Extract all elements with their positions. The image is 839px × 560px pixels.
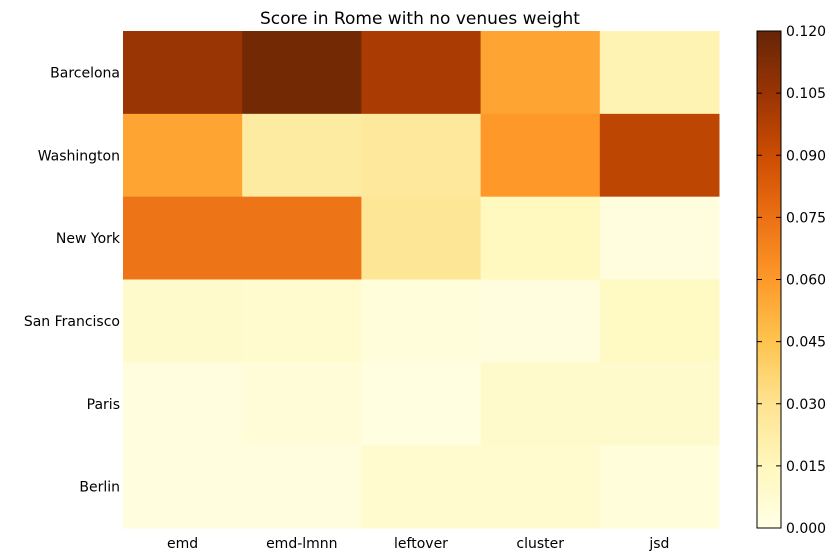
heatmap-cell-berlin-leftover <box>361 445 482 529</box>
heatmap-cell-new-york-cluster <box>480 196 601 280</box>
column-label: emd <box>167 536 198 552</box>
row-label: San Francisco <box>24 314 120 330</box>
colorbar-tick-label: 0.000 <box>786 521 826 537</box>
heatmap-cell-washington-leftover <box>361 113 482 198</box>
row-label: New York <box>56 231 121 247</box>
heatmap-cell-san-francisco-leftover <box>361 279 482 363</box>
colorbar-tick-label: 0.060 <box>786 273 826 289</box>
column-label: jsd <box>648 536 669 552</box>
heatmap-cell-new-york-jsd <box>599 196 720 280</box>
heatmap-cell-paris-leftover <box>361 362 482 446</box>
heatmap-cell-san-francisco-cluster <box>480 279 601 363</box>
heatmap-cell-san-francisco-emd <box>123 279 243 363</box>
heatmap-cell-paris-cluster <box>480 362 601 446</box>
heatmap-cell-barcelona-emd <box>123 31 243 115</box>
row-labels: Barcelona Washington New York San Francisco… <box>24 65 121 495</box>
row-label: Barcelona <box>50 65 120 81</box>
heatmap-cell-new-york-emd-lmnn <box>242 196 362 280</box>
heatmap-cell-washington-emd <box>123 113 243 198</box>
column-label: emd-lmnn <box>266 536 337 552</box>
row-label: Washington <box>38 148 120 164</box>
heatmap-cell-paris-jsd <box>599 362 720 446</box>
heatmap-cell-paris-emd <box>123 362 243 446</box>
heatmap-cell-barcelona-jsd <box>599 31 720 115</box>
heatmap-cell-washington-emd-lmnn <box>242 113 362 198</box>
colorbar-tick-label: 0.090 <box>786 148 826 164</box>
heatmap-cell-barcelona-emd-lmnn <box>242 31 362 115</box>
heatmap-cell-berlin-emd-lmnn <box>242 445 362 529</box>
colorbar-tick-label: 0.075 <box>786 210 826 226</box>
column-label: cluster <box>516 536 564 552</box>
row-label: Berlin <box>79 480 120 496</box>
heatmap-cell-new-york-emd <box>123 196 243 280</box>
chart-title: Score in Rome with no venues weight <box>260 9 580 29</box>
heatmap-cells <box>123 31 720 529</box>
heatmap-cell-berlin-cluster <box>480 445 601 529</box>
heatmap-cell-paris-emd-lmnn <box>242 362 362 446</box>
heatmap-cell-barcelona-cluster <box>480 31 601 115</box>
column-label: leftover <box>394 536 448 552</box>
colorbar-tick-label: 0.030 <box>786 397 826 413</box>
heatmap-cell-berlin-emd <box>123 445 243 529</box>
colorbar: 0.000 0.015 0.030 0.045 0.060 0.075 0.090 0.105… <box>756 24 826 537</box>
row-label: Paris <box>87 397 120 413</box>
colorbar-tick-label: 0.105 <box>786 86 826 102</box>
heatmap-cell-washington-jsd <box>599 113 720 198</box>
heatmap-cell-new-york-leftover <box>361 196 482 280</box>
column-labels: emd emd-lmnn leftover cluster jsd <box>167 536 669 552</box>
colorbar-tick-label: 0.045 <box>786 335 826 351</box>
heatmap-cell-washington-cluster <box>480 113 601 198</box>
heatmap-cell-barcelona-leftover <box>361 31 482 115</box>
colorbar-tick-label: 0.120 <box>786 24 826 40</box>
heatmap-cell-berlin-jsd <box>599 445 720 529</box>
heatmap-cell-san-francisco-emd-lmnn <box>242 279 362 363</box>
colorbar-tick-label: 0.015 <box>786 459 826 475</box>
heatmap-cell-san-francisco-jsd <box>599 279 720 363</box>
